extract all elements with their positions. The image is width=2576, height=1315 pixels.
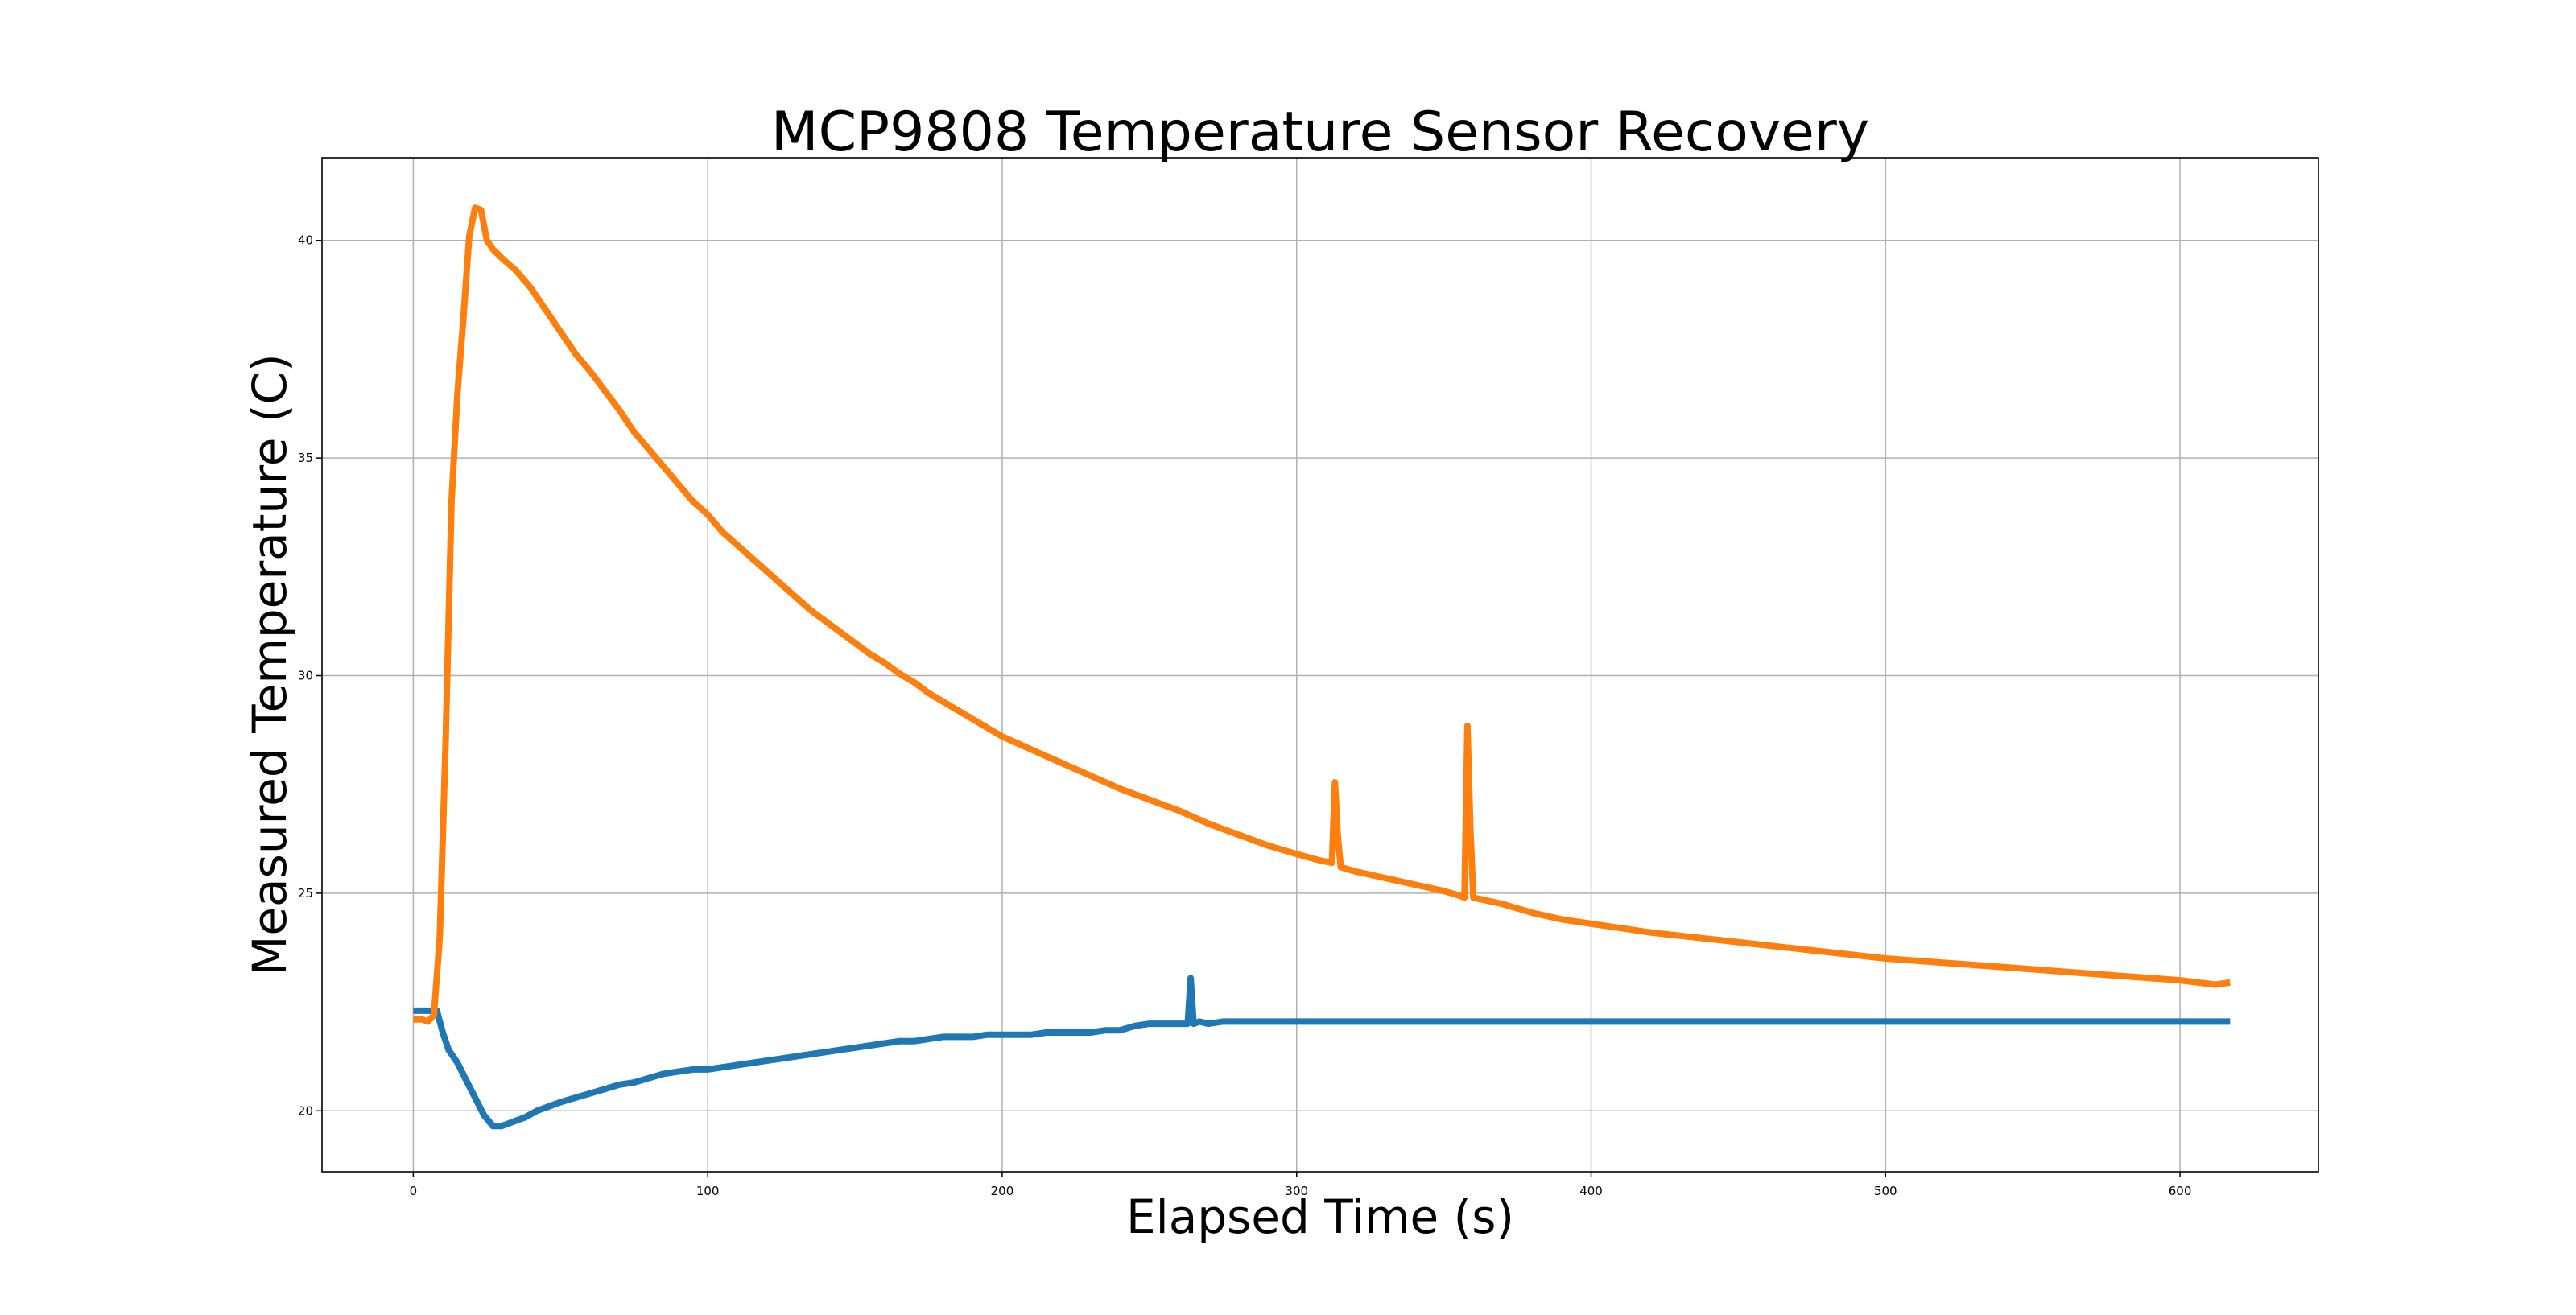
y-tick-label: 40 [298, 233, 313, 248]
plot-area-frame [321, 157, 2319, 1173]
x-tick-label: 0 [410, 1184, 418, 1198]
x-tick-label: 600 [2169, 1184, 2192, 1198]
series-lines [413, 204, 2231, 1130]
y-tick-label: 25 [298, 886, 313, 901]
x-tick-label: 500 [1874, 1184, 1897, 1198]
axis-ticks: 0 100 200 300 400 500 600 20 25 30 35 40 [298, 233, 2191, 1198]
series-line-2 [413, 204, 2231, 1025]
x-axis-label: Elapsed Time (s) [1126, 1189, 1514, 1244]
y-tick-label: 20 [298, 1103, 313, 1118]
x-tick-label: 200 [991, 1184, 1014, 1198]
x-tick-label: 300 [1285, 1184, 1308, 1198]
x-tick-label: 400 [1579, 1184, 1603, 1198]
series-line-1 [413, 975, 2231, 1130]
x-tick-label: 100 [696, 1184, 720, 1198]
y-tick-label: 35 [298, 451, 313, 465]
y-axis-label: Measured Temperature (C) [242, 353, 297, 975]
chart-title: MCP9808 Temperature Sensor Recovery [771, 101, 1869, 164]
y-tick-label: 30 [298, 669, 313, 683]
